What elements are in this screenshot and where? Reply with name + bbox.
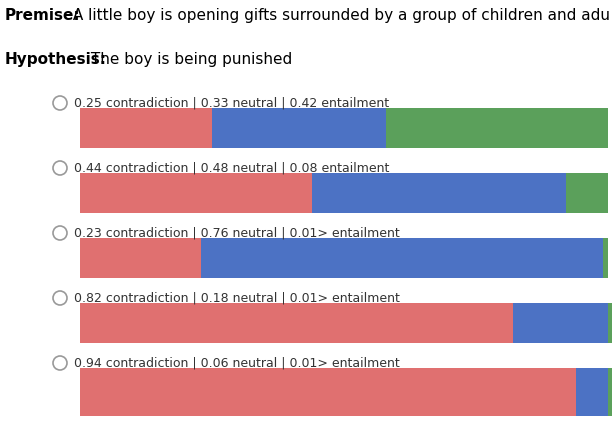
- Bar: [608, 368, 612, 416]
- Text: A little boy is opening gifts surrounded by a group of children and adu: A little boy is opening gifts surrounded…: [68, 8, 610, 23]
- Text: 0.23 contradiction | 0.76 neutral | 0.01> entailment: 0.23 contradiction | 0.76 neutral | 0.01…: [74, 227, 400, 239]
- Bar: [80, 238, 201, 278]
- Bar: [80, 108, 212, 148]
- Text: 0.82 contradiction | 0.18 neutral | 0.01> entailment: 0.82 contradiction | 0.18 neutral | 0.01…: [74, 291, 400, 305]
- Bar: [201, 238, 603, 278]
- Bar: [565, 173, 608, 213]
- Bar: [212, 108, 386, 148]
- Bar: [312, 173, 565, 213]
- Bar: [80, 303, 513, 343]
- Text: Hypothesis:: Hypothesis:: [5, 52, 107, 67]
- Bar: [513, 303, 608, 343]
- Text: Premise:: Premise:: [5, 8, 81, 23]
- Text: 0.44 contradiction | 0.48 neutral | 0.08 entailment: 0.44 contradiction | 0.48 neutral | 0.08…: [74, 161, 389, 175]
- Bar: [80, 173, 312, 213]
- Bar: [386, 108, 608, 148]
- Bar: [603, 238, 608, 278]
- Text: The boy is being punished: The boy is being punished: [86, 52, 293, 67]
- Text: 0.25 contradiction | 0.33 neutral | 0.42 entailment: 0.25 contradiction | 0.33 neutral | 0.42…: [74, 97, 389, 109]
- Text: 0.94 contradiction | 0.06 neutral | 0.01> entailment: 0.94 contradiction | 0.06 neutral | 0.01…: [74, 357, 400, 369]
- Bar: [577, 368, 608, 416]
- Bar: [608, 303, 612, 343]
- Bar: [80, 368, 577, 416]
